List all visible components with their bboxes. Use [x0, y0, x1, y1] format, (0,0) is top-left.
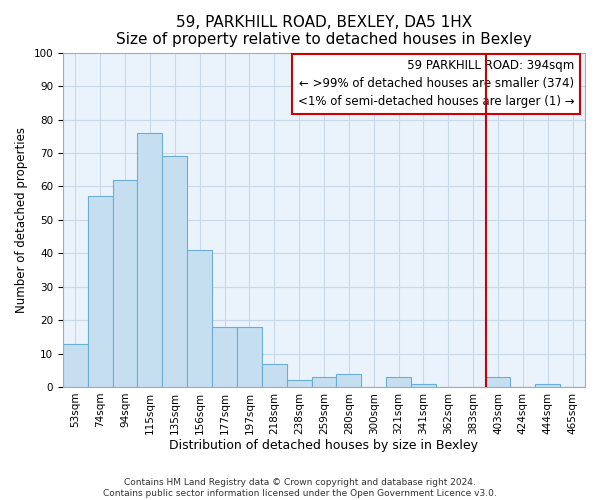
- Y-axis label: Number of detached properties: Number of detached properties: [15, 127, 28, 313]
- Bar: [237, 327, 262, 387]
- Bar: [287, 380, 311, 387]
- Bar: [485, 377, 511, 387]
- Bar: [311, 377, 337, 387]
- X-axis label: Distribution of detached houses by size in Bexley: Distribution of detached houses by size …: [169, 440, 478, 452]
- Bar: [535, 384, 560, 387]
- Text: 59 PARKHILL ROAD: 394sqm
← >99% of detached houses are smaller (374)
<1% of semi: 59 PARKHILL ROAD: 394sqm ← >99% of detac…: [298, 60, 575, 108]
- Bar: [187, 250, 212, 387]
- Text: Contains HM Land Registry data © Crown copyright and database right 2024.
Contai: Contains HM Land Registry data © Crown c…: [103, 478, 497, 498]
- Bar: [262, 364, 287, 387]
- Bar: [137, 133, 163, 387]
- Bar: [113, 180, 137, 387]
- Bar: [337, 374, 361, 387]
- Bar: [163, 156, 187, 387]
- Bar: [411, 384, 436, 387]
- Bar: [386, 377, 411, 387]
- Title: 59, PARKHILL ROAD, BEXLEY, DA5 1HX
Size of property relative to detached houses : 59, PARKHILL ROAD, BEXLEY, DA5 1HX Size …: [116, 15, 532, 48]
- Bar: [88, 196, 113, 387]
- Bar: [212, 327, 237, 387]
- Bar: [63, 344, 88, 387]
